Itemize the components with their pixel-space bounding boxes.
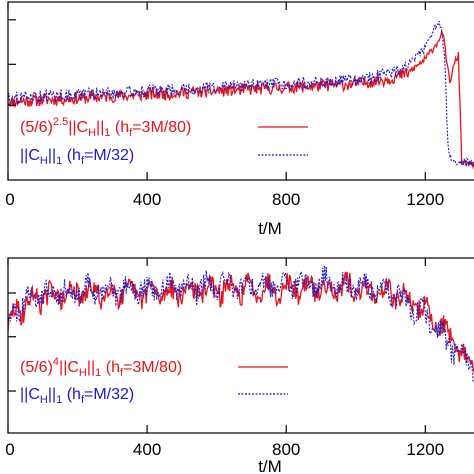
plot-frame (7, 1, 474, 181)
legend-label: ||CH||1 (hf=M/32) (20, 386, 134, 406)
series-line-blue (8, 21, 474, 166)
x-tick-label: 1200 (406, 190, 444, 209)
top-panel: 0 400 800 1200 t/M (5/6)2.5||CH||1 (hf=3M/80)… (5, 1, 474, 238)
legend-label: ||CH||1 (hf=M/32) (20, 147, 134, 167)
series-line-red (8, 271, 474, 373)
legend-label: (5/6)4||CH||1 (hf=3M/80) (20, 356, 182, 379)
x-tick-label: 0 (5, 190, 14, 209)
legend-label: (5/6)2.5||CH||1 (hf=3M/80) (20, 116, 191, 139)
x-tick-label: 1200 (406, 440, 444, 459)
x-axis-title: t/M (258, 457, 282, 474)
x-tick-label: 0 (5, 440, 14, 459)
x-tick-label: 800 (272, 440, 300, 459)
x-tick-label: 400 (133, 440, 161, 459)
plot-frame (7, 257, 474, 434)
series-line-blue (8, 265, 474, 383)
bottom-panel: 0 400 800 1200 t/M (5/6)4||CH||1 (hf=3M/80) ||… (5, 257, 474, 474)
x-axis-title: t/M (258, 219, 282, 238)
x-tick-label: 800 (272, 190, 300, 209)
x-tick-label: 400 (133, 190, 161, 209)
